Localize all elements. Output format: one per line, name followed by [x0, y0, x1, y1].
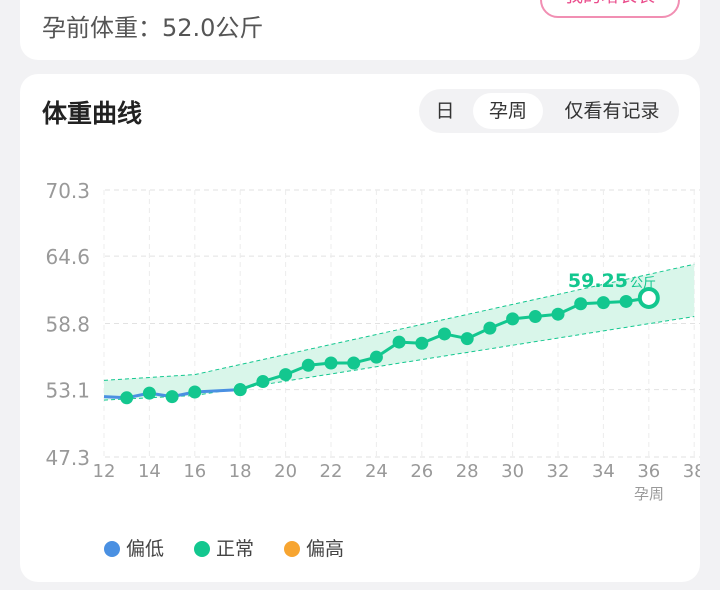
callout-unit: 公斤 — [630, 276, 656, 291]
growth-table-button[interactable]: 我的增长表 — [540, 0, 680, 18]
x-tick-label: 12 — [93, 461, 116, 482]
data-point — [506, 312, 520, 326]
legend-label-high: 偏高 — [306, 538, 345, 560]
legend-label-low: 偏低 — [126, 538, 165, 560]
legend-item-normal: 正常 — [194, 534, 254, 561]
legend-dot-high — [284, 541, 300, 557]
normal-range-band — [104, 264, 695, 401]
data-point — [392, 335, 406, 349]
data-point — [256, 375, 270, 389]
data-point — [528, 310, 542, 324]
view-mode-switch: 日 孕周 仅看有记录 — [419, 89, 679, 133]
data-point — [233, 383, 247, 397]
data-point — [279, 368, 293, 382]
data-point — [301, 358, 315, 372]
current-point-marker — [637, 286, 660, 309]
x-tick-label: 24 — [365, 461, 388, 482]
x-tick-label: 38 — [683, 461, 700, 482]
data-point — [574, 297, 588, 311]
weight-curve-card: 体重曲线 日 孕周 仅看有记录 70.3 64.6 58.8 53.1 47.3 12 1… — [20, 74, 700, 582]
y-tick-label: 47.3 — [45, 446, 90, 470]
x-axis-unit: 孕周 — [634, 485, 664, 503]
x-tick-label: 22 — [320, 461, 343, 482]
y-tick-label: 53.1 — [45, 379, 90, 403]
chart-title: 体重曲线 — [42, 99, 143, 128]
data-point — [142, 386, 156, 400]
x-tick-label: 16 — [183, 461, 206, 482]
weight-chart: 70.3 64.6 58.8 53.1 47.3 12 14 16 18 20 22 24 26 28 3… — [45, 179, 700, 503]
data-point — [596, 296, 610, 310]
x-tick-label: 28 — [456, 461, 479, 482]
data-point — [347, 356, 361, 370]
y-tick-label: 64.6 — [45, 245, 90, 269]
legend-dot-low — [104, 541, 120, 557]
data-point — [165, 390, 179, 404]
legend-dot-normal — [194, 541, 210, 557]
y-tick-label: 58.8 — [45, 313, 90, 337]
x-tick-label: 20 — [274, 461, 297, 482]
data-point — [483, 321, 497, 335]
normal-range-upper — [104, 263, 695, 381]
data-point — [619, 294, 633, 308]
x-tick-label: 18 — [229, 461, 252, 482]
data-point — [324, 356, 338, 370]
pre-pregnancy-weight: 孕前体重：52.0公斤 — [42, 14, 264, 42]
callout-value: 59.25 — [568, 270, 628, 292]
data-point — [551, 307, 565, 321]
x-tick-label: 36 — [637, 461, 660, 482]
data-point — [120, 391, 134, 405]
y-tick-label: 70.3 — [45, 179, 90, 203]
legend-item-high: 偏高 — [284, 534, 344, 561]
data-point — [415, 336, 429, 350]
legend-label-normal: 正常 — [216, 538, 255, 560]
data-point — [438, 327, 451, 341]
tab-recorded-only[interactable]: 仅看有记录 — [564, 100, 660, 122]
tab-day[interactable]: 日 — [435, 100, 455, 122]
x-tick-label: 34 — [592, 461, 615, 482]
current-weight-callout: 59.25 公斤 — [568, 270, 656, 292]
x-tick-label: 30 — [501, 461, 524, 482]
x-tick-label: 26 — [410, 461, 433, 482]
x-tick-label: 14 — [138, 461, 161, 482]
data-point — [369, 350, 383, 364]
data-point — [460, 332, 474, 346]
legend-item-low: 偏低 — [104, 534, 164, 561]
pre-weight-card: 孕前体重：52.0公斤 我的增长表 — [20, 0, 700, 60]
tab-pregnancy-week[interactable]: 孕周 — [473, 93, 543, 129]
normal-range-lower — [104, 316, 695, 401]
data-point — [188, 385, 202, 399]
x-tick-label: 32 — [547, 461, 570, 482]
